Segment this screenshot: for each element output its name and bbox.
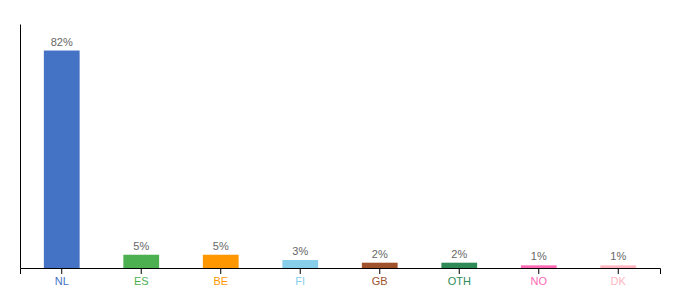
data-label: 5% — [133, 240, 149, 252]
x-tick: NO — [531, 268, 548, 287]
x-tick: GB — [372, 268, 388, 287]
chart-container: 82% 5% 5% 3% 2% 2% 1% 1% NL ES BE FI GB OTH NO DK — [0, 0, 680, 300]
x-tick-mark — [618, 268, 619, 274]
data-label: 5% — [213, 240, 229, 252]
x-tick-mark — [538, 268, 539, 274]
bar — [123, 255, 159, 268]
x-tick-mark — [379, 268, 380, 274]
x-tick-label: ES — [134, 275, 149, 287]
x-tick-mark — [141, 268, 142, 274]
x-tick: ES — [134, 268, 149, 287]
x-tick-mark — [220, 268, 221, 274]
x-tick-label: NO — [531, 275, 548, 287]
bar — [521, 265, 557, 268]
x-tick: OTH — [448, 268, 471, 287]
data-label: 3% — [292, 245, 308, 257]
plot: 82% 5% 5% 3% 2% 2% 1% 1% NL ES BE FI GB OTH NO DK — [21, 25, 661, 287]
bar — [441, 263, 477, 268]
x-tick-label: FI — [295, 275, 305, 287]
x-tick-mark — [459, 268, 460, 274]
x-tick-mark — [61, 268, 62, 274]
x-tick: FI — [295, 268, 305, 287]
chart-svg: 82% 5% 5% 3% 2% 2% 1% 1% NL ES BE FI GB OTH NO DK — [0, 0, 680, 300]
data-labels: 82% 5% 5% 3% 2% 2% 1% 1% — [51, 36, 627, 263]
x-tick: BE — [213, 268, 228, 287]
bar — [362, 263, 398, 268]
x-tick-label: DK — [611, 275, 627, 287]
x-tick-label: GB — [372, 275, 388, 287]
data-label: 1% — [531, 250, 547, 262]
bar — [203, 255, 239, 268]
y-axis-line — [20, 25, 21, 269]
x-tick: DK — [611, 268, 627, 287]
x-tick-label: BE — [213, 275, 228, 287]
x-tick-label: NL — [55, 275, 69, 287]
x-tick-mark — [300, 268, 301, 274]
x-tick: NL — [55, 268, 69, 287]
x-axis: NL ES BE FI GB OTH NO DK — [21, 268, 661, 287]
bar — [282, 260, 318, 268]
data-label: 82% — [51, 36, 73, 48]
x-axis-line — [21, 269, 661, 275]
data-label: 2% — [372, 248, 388, 260]
y-axis — [20, 25, 21, 269]
x-tick-label: OTH — [448, 275, 471, 287]
data-label: 2% — [451, 248, 467, 260]
bars — [44, 51, 636, 268]
bar — [44, 51, 80, 268]
bar — [600, 265, 636, 268]
data-label: 1% — [610, 250, 626, 262]
